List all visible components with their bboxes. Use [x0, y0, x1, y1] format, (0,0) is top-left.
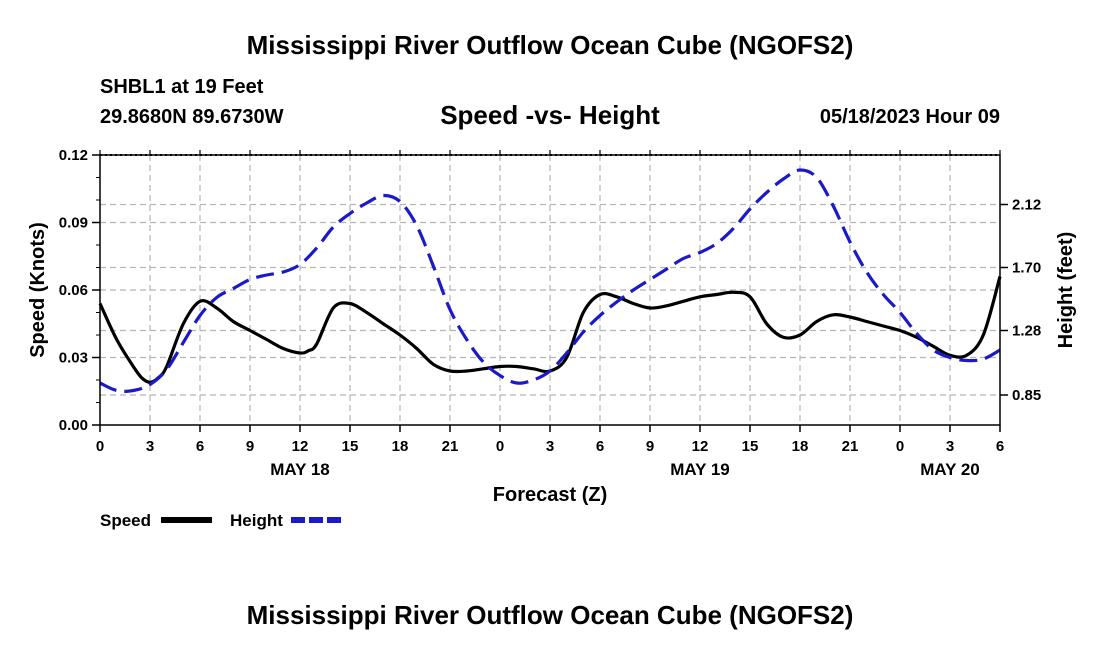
forecast-datetime: 05/18/2023 Hour 09	[819, 106, 1000, 128]
x-tick-label: 6	[596, 438, 604, 455]
legend-height-label: Height	[230, 511, 283, 530]
station-coordinates: 29.8680N 89.6730W	[100, 106, 284, 128]
x-day-label: MAY 19	[670, 460, 730, 479]
y-right-tick-label: 2.12	[1012, 197, 1041, 214]
y-left-tick-label: 0.09	[59, 215, 88, 232]
legend: Speed Height	[100, 511, 342, 530]
axes: 0 3 6 9 12 15 18 21 0 3 6 9 12 15 18 21 0 3 6 MAY 18 MAY 19 M…	[59, 147, 1041, 479]
x-tick-label: 6	[996, 438, 1004, 455]
grid	[100, 155, 1000, 425]
x-tick-label: 0	[496, 438, 504, 455]
series-line-height	[99, 168, 1001, 393]
y-right-tick-label: 1.28	[1012, 323, 1041, 340]
x-tick-label: 18	[792, 438, 809, 455]
footer-title: Mississippi River Outflow Ocean Cube (NG…	[246, 600, 854, 630]
y-axis-right-label: Height (feet)	[1055, 232, 1077, 349]
x-tick-label: 12	[292, 438, 309, 455]
y-left-tick-label: 0.03	[59, 350, 88, 367]
x-tick-label: 9	[246, 438, 254, 455]
y-left-tick-label: 0.06	[59, 282, 88, 299]
x-tick-label: 3	[146, 438, 154, 455]
x-tick-label: 0	[896, 438, 904, 455]
x-tick-label: 21	[442, 438, 459, 455]
station-label: SHBL1 at 19 Feet	[100, 76, 264, 98]
x-tick-label: 21	[842, 438, 859, 455]
x-tick-label: 3	[546, 438, 554, 455]
x-day-label: MAY 18	[270, 460, 330, 479]
y-left-tick-label: 0.12	[59, 147, 88, 164]
x-tick-label: 3	[946, 438, 954, 455]
x-axis-label: Forecast (Z)	[493, 484, 607, 506]
y-left-tick-label: 0.00	[59, 417, 88, 434]
x-tick-label: 15	[342, 438, 359, 455]
page-title: Mississippi River Outflow Ocean Cube (NG…	[246, 30, 854, 60]
x-tick-label: 18	[392, 438, 409, 455]
series-line-speed	[98, 276, 1002, 384]
x-day-label: MAY 20	[920, 460, 980, 479]
x-tick-label: 12	[692, 438, 709, 455]
y-right-tick-label: 0.85	[1012, 387, 1041, 404]
chart-subtitle: Speed -vs- Height	[440, 100, 660, 130]
legend-speed-label: Speed	[100, 511, 151, 530]
y-right-tick-label: 1.70	[1012, 260, 1041, 277]
x-tick-label: 9	[646, 438, 654, 455]
x-tick-label: 0	[96, 438, 104, 455]
y-axis-left-label: Speed (Knots)	[27, 222, 49, 358]
x-tick-label: 15	[742, 438, 759, 455]
x-tick-label: 6	[196, 438, 204, 455]
series-lines	[98, 168, 1002, 393]
